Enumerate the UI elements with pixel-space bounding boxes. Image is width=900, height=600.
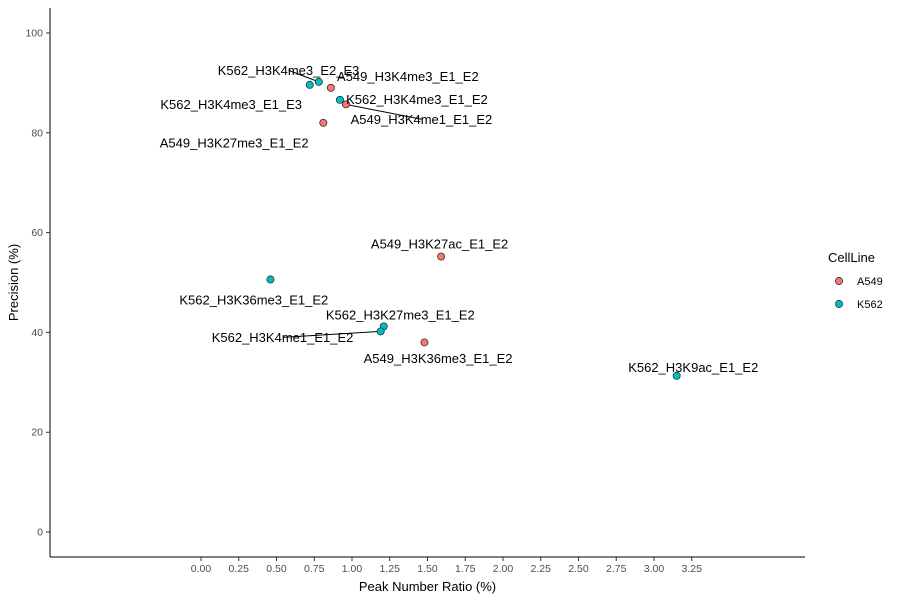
point-label: A549_H3K4me3_E1_E2 — [337, 69, 479, 84]
leader-line — [282, 330, 381, 338]
y-tick-label: 20 — [31, 427, 43, 439]
point-label: A549_H3K36me3_E1_E2 — [364, 351, 513, 366]
x-tick-label: 3.00 — [644, 563, 665, 575]
x-axis-title: Peak Number Ratio (%) — [359, 579, 496, 594]
point-label: A549_H3K27ac_E1_E2 — [371, 237, 508, 252]
y-ticks: 0 20 40 60 80 100 — [25, 27, 50, 539]
x-tick-label: 1.25 — [380, 563, 401, 575]
legend-entries: A549 K562 — [835, 276, 883, 311]
data-point — [266, 275, 275, 284]
data-point — [672, 371, 681, 380]
point-label: K562_H3K27me3_E1_E2 — [326, 307, 475, 322]
x-ticks: 0.00 0.25 0.50 0.75 1.00 1.25 1.50 1.75 2.00 2.25… — [191, 557, 702, 575]
x-tick-label: 1.00 — [342, 563, 363, 575]
point-label: K562_H3K4me1_E1_E2 — [212, 330, 354, 345]
data-point — [342, 100, 350, 109]
y-tick-label: 80 — [31, 127, 43, 139]
data-point — [335, 95, 344, 104]
point-label: K562_H3K36me3_E1_E2 — [179, 292, 328, 307]
legend-key — [835, 277, 843, 285]
y-tick-label: 0 — [37, 527, 43, 539]
data-points — [266, 77, 681, 380]
data-point — [314, 77, 323, 86]
point-label: A549_H3K27me3_E1_E2 — [160, 135, 309, 150]
legend-label: A549 — [857, 276, 883, 288]
point-label: A549_H3K4me1_E1_E2 — [351, 112, 493, 127]
x-tick-label: 2.00 — [493, 563, 514, 575]
data-point — [319, 118, 328, 127]
x-tick-label: 0.50 — [266, 563, 287, 575]
x-tick-label: 1.75 — [455, 563, 476, 575]
data-point — [326, 83, 335, 92]
legend-label: K562 — [857, 299, 883, 311]
x-tick-label: 2.50 — [568, 563, 589, 575]
x-tick-label: 0.00 — [191, 563, 212, 575]
y-axis-title: Precision (%) — [6, 244, 21, 321]
point-label: K562_H3K4me3_E2_E3 — [218, 63, 360, 78]
data-point — [437, 252, 446, 261]
x-tick-label: 1.50 — [417, 563, 438, 575]
y-tick-label: 60 — [31, 227, 43, 239]
point-label: K562_H3K4me3_E1_E2 — [346, 92, 488, 107]
data-point — [305, 80, 314, 89]
legend-title: CellLine — [828, 250, 875, 265]
x-tick-label: 3.25 — [682, 563, 703, 575]
leader-line — [345, 103, 422, 120]
x-tick-label: 0.75 — [304, 563, 325, 575]
point-label: K562_H3K4me3_E1_E3 — [160, 97, 302, 112]
point-label: K562_H3K9ac_E1_E2 — [628, 360, 758, 375]
legend: CellLine A549 K562 — [828, 250, 883, 311]
data-point — [420, 338, 429, 347]
legend-key — [835, 300, 843, 308]
y-tick-label: 40 — [31, 327, 43, 339]
axes — [49, 8, 805, 558]
x-tick-label: 2.25 — [531, 563, 552, 575]
y-tick-label: 100 — [25, 27, 43, 39]
leader-line — [288, 69, 319, 83]
leader-lines — [282, 69, 422, 338]
data-point — [376, 327, 385, 336]
x-tick-label: 2.75 — [606, 563, 627, 575]
x-tick-label: 0.25 — [229, 563, 250, 575]
